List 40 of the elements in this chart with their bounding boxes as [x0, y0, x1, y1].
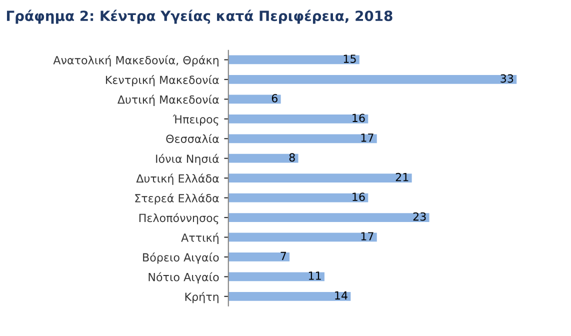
y-tick-label: Θεσσαλία: [166, 134, 219, 144]
y-tick-label: Βόρειο Αιγαίο: [143, 252, 219, 264]
bar: [228, 252, 290, 262]
y-tick-label: Στερεά Ελλάδα: [135, 193, 219, 205]
data-label: 21: [396, 172, 408, 182]
bar: [228, 292, 351, 301]
data-label: 7: [280, 252, 286, 260]
chart-title: Γράφημα 2: Κέντρα Υγείας κατά Περιφέρεια, 2018: [6, 10, 392, 24]
data-label: 17: [361, 134, 374, 142]
y-tick-label: Δυτική Μακεδονία: [118, 94, 219, 106]
bar: [228, 55, 360, 64]
bar: [228, 154, 298, 163]
data-label: 15: [344, 54, 356, 63]
bar: [228, 134, 377, 144]
y-tick-label: Αττική: [181, 232, 218, 244]
data-label: 16: [352, 114, 365, 122]
y-tick-label: Κρήτη: [185, 292, 218, 304]
bar: [228, 94, 281, 104]
data-label: 23: [413, 212, 426, 221]
y-tick-label: Ιόνια Νησιά: [156, 154, 219, 166]
y-tick-label: Νότιο Αιγαίο: [148, 272, 219, 284]
bar: [228, 232, 377, 242]
y-tick-label: Ανατολική Μακεδονία, Θράκη: [53, 55, 218, 67]
data-label: 17: [361, 232, 374, 240]
data-label: 6: [272, 94, 278, 102]
bar: [228, 174, 412, 183]
data-label: 16: [352, 192, 365, 202]
y-tick-label: Δυτική Ελλάδα: [136, 174, 219, 185]
y-tick-label: Κεντρική Μακεδονία: [106, 75, 219, 86]
y-tick-label: Πελοπόννησος: [139, 213, 218, 224]
data-label: 8: [289, 153, 295, 162]
data-label: 11: [308, 272, 321, 280]
bar: [228, 213, 430, 222]
y-tick-label: Ήπειρος: [172, 114, 218, 126]
bar: [228, 75, 517, 84]
bar: [228, 272, 324, 282]
bar: [228, 114, 368, 124]
data-label: 14: [335, 291, 348, 300]
bar: [228, 193, 368, 202]
data-label: 33: [500, 74, 514, 83]
